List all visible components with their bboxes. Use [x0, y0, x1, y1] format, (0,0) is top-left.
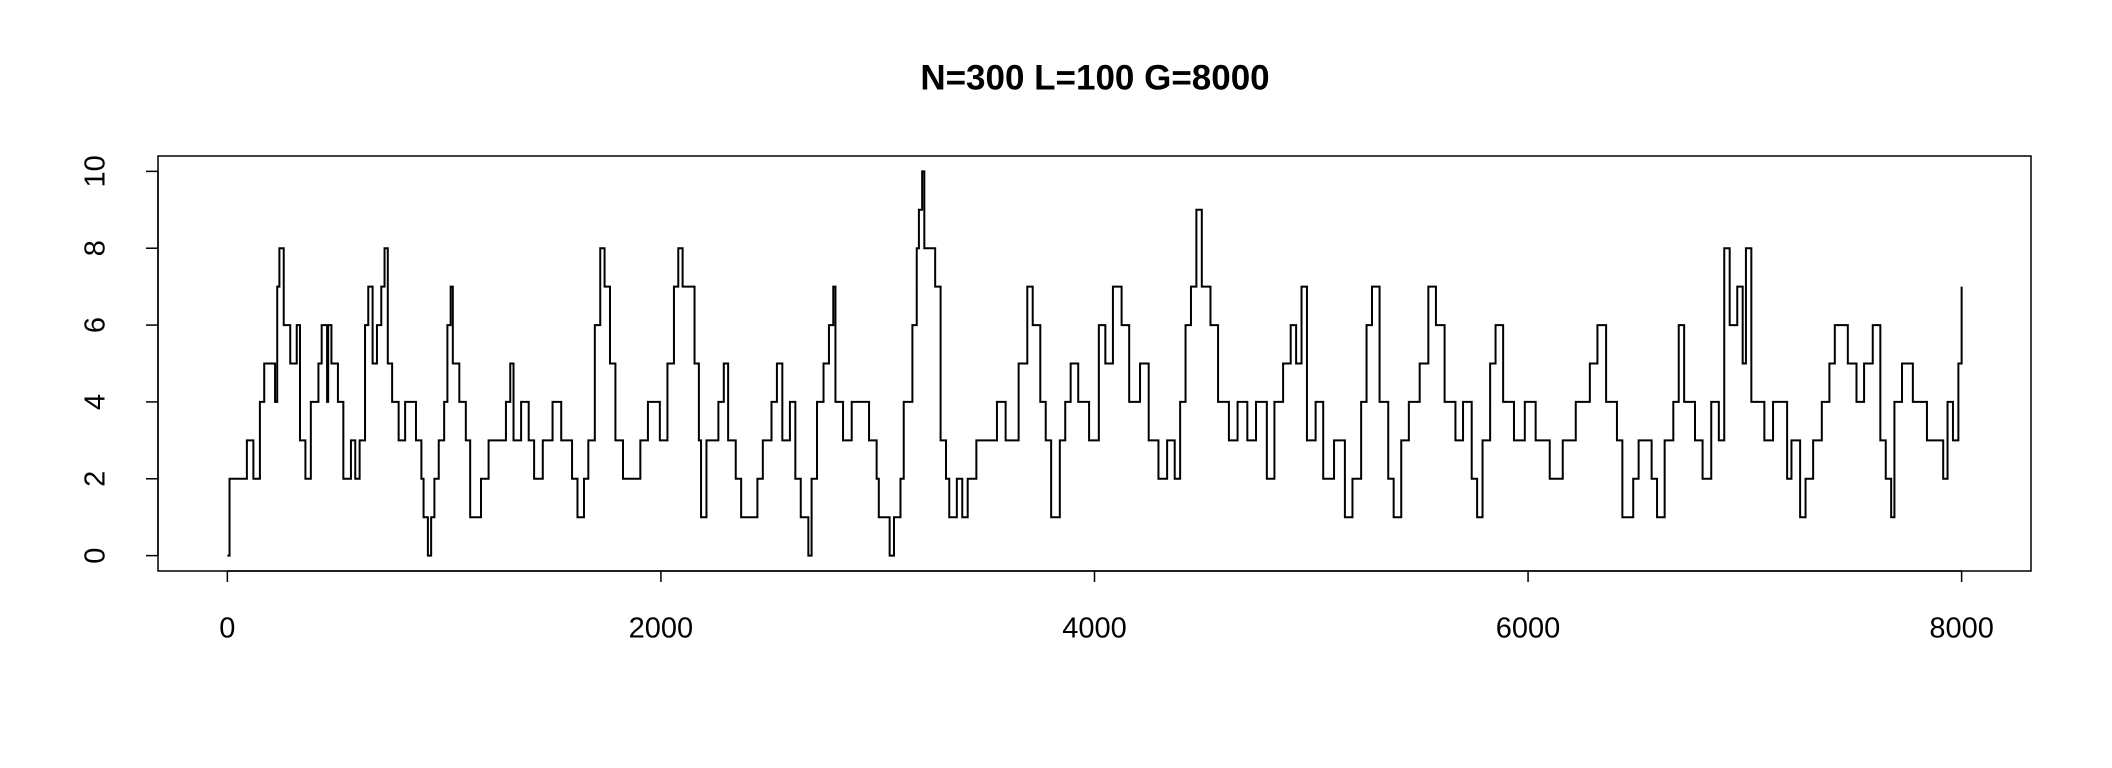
y-tick-label: 2 — [80, 471, 112, 487]
y-tick-label: 4 — [80, 394, 112, 410]
y-tick-label: 0 — [80, 548, 112, 564]
y-tick-label: 8 — [80, 240, 112, 256]
x-tick-label: 4000 — [1062, 613, 1127, 645]
plot-box — [157, 155, 2032, 572]
x-tick-label: 8000 — [1929, 613, 1994, 645]
y-tick-label: 6 — [80, 317, 112, 333]
x-tick-label: 6000 — [1496, 613, 1561, 645]
y-tick-label: 10 — [80, 155, 112, 187]
chart-title: N=300 L=100 G=8000 — [920, 58, 1269, 97]
x-tick-label: 2000 — [629, 613, 694, 645]
x-tick-label: 0 — [219, 613, 235, 645]
data-line — [227, 170, 1963, 557]
